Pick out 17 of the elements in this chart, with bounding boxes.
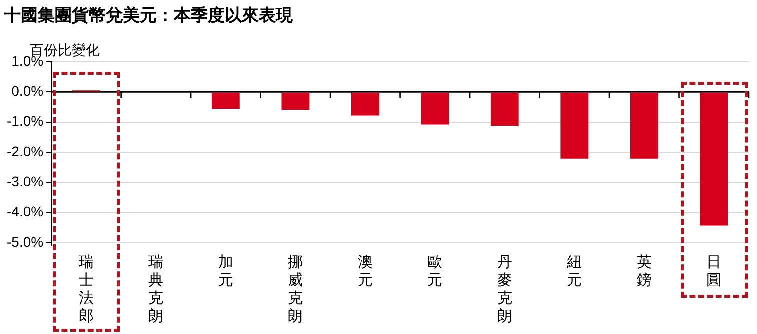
y-tick-label: -1.0% (6, 113, 44, 130)
x-tick-label: 歐元 (428, 252, 443, 289)
y-tick-label: -5.0% (6, 234, 44, 250)
y-tick-label: -3.0% (6, 174, 44, 190)
x-tick-label: 英鎊 (636, 252, 652, 289)
y-tick-label: -2.0% (6, 143, 44, 160)
x-tick-label: 澳元 (358, 252, 373, 289)
y-tick-label: -4.0% (6, 204, 44, 220)
chart-title: 十國集團貨幣兌美元：本季度以來表現 (4, 5, 293, 27)
y-tick-label: 0.0% (12, 83, 44, 100)
x-tick-label: 瑞典克朗 (148, 252, 164, 325)
x-tick-label: 挪威克朗 (288, 252, 304, 325)
x-tick-label: 加元 (218, 252, 234, 289)
x-tick-label: 紐元 (566, 252, 582, 289)
x-tick-label: 日圓 (706, 252, 722, 289)
x-tick-label: 瑞士法郎 (78, 252, 94, 325)
x-tick-label: 丹麥克朗 (497, 252, 512, 325)
